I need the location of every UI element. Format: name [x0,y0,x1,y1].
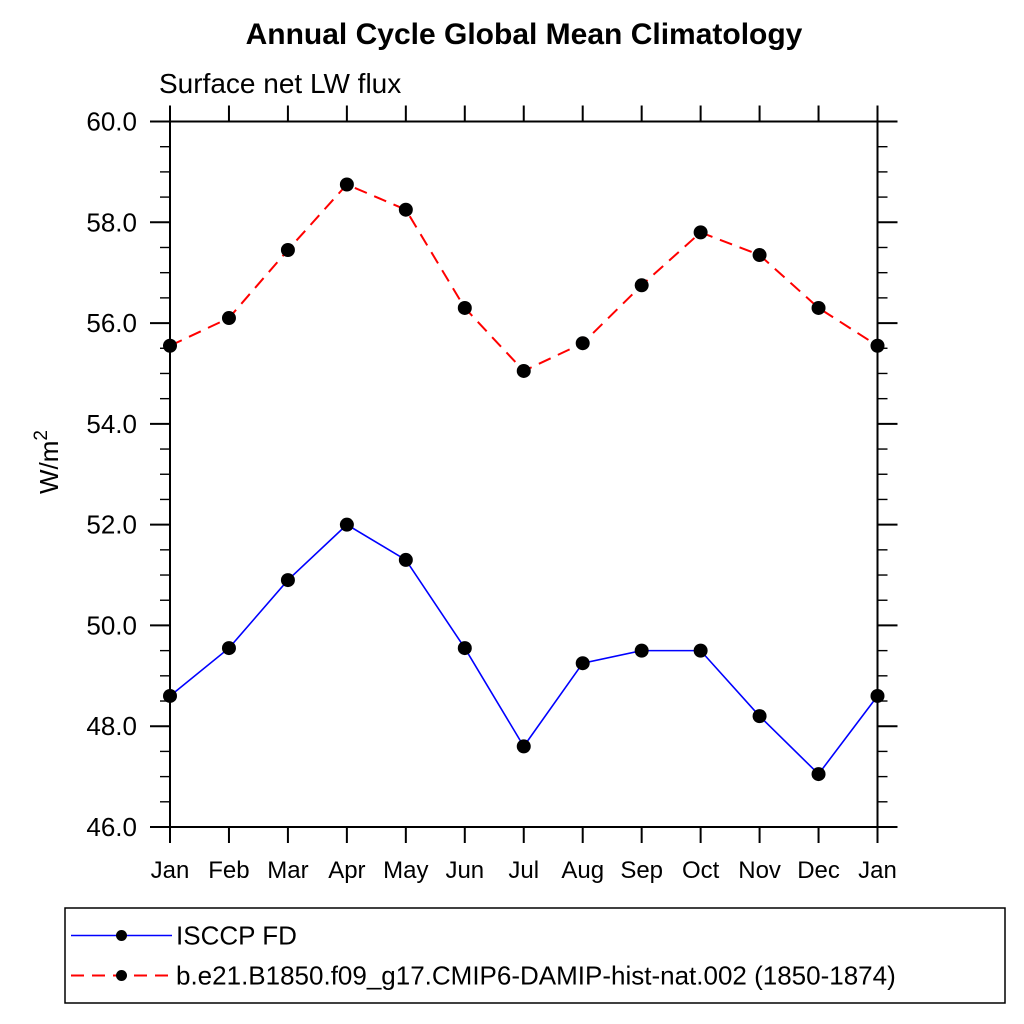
data-point [693,225,708,240]
y-tick-label: 58.0 [86,207,137,237]
data-point [811,300,826,315]
legend-marker-1 [116,970,127,981]
data-point [516,363,531,378]
series-line-1 [169,183,879,373]
data-point [280,573,295,588]
x-tick-label: Nov [738,857,781,884]
data-point [634,643,649,658]
data-point [163,688,177,703]
y-tick-label: 50.0 [86,610,137,640]
y-tick-label: 48.0 [86,711,137,741]
data-point [280,243,295,258]
data-point [398,552,413,567]
x-axis-ticks: Jan Feb Mar Apr May Jun Jul Aug Sep Oct Nov Dec Jan [151,105,897,884]
y-tick-label: 60.0 [86,107,137,137]
x-tick-label: May [383,857,428,884]
plot-border [169,120,879,828]
data-point [398,202,413,217]
data-point [221,311,236,326]
y-axis-ticks: 46.0 48.0 50.0 52.0 54.0 56.0 58.0 60.0 [86,107,898,842]
x-tick-label: Feb [208,857,249,884]
data-point [457,641,472,656]
data-point [870,338,885,353]
x-tick-label: Jan [858,857,897,884]
data-point [752,248,767,263]
x-tick-label: Dec [797,857,840,884]
x-tick-label: Mar [267,857,308,884]
y-tick-label: 46.0 [86,812,137,842]
y-tick-label: 56.0 [86,308,137,338]
chart-subtitle: Surface net LW flux [159,68,401,99]
x-tick-label: Jun [445,857,484,884]
data-point [221,641,236,656]
x-tick-label: Jul [508,857,539,884]
data-point [457,300,472,315]
data-point [575,656,590,671]
legend-box [64,907,1006,1004]
y-tick-label: 52.0 [86,510,137,540]
data-point [634,278,649,293]
legend-marker-0 [116,930,127,941]
legend-label-1: b.e21.B1850.f09_g17.CMIP6-DAMIP-hist-nat… [176,961,896,991]
x-tick-label: Sep [620,857,663,884]
data-point [811,767,826,782]
legend: ISCCP FD b.e21.B1850.f09_g17.CMIP6-DAMIP-… [64,907,1006,1004]
data-point [516,739,531,754]
series-line-0 [169,523,879,776]
x-tick-label: Jan [151,857,190,884]
plot-frame [169,120,879,828]
data-point [339,517,354,532]
data-point [870,688,885,703]
x-tick-label: Apr [328,857,365,884]
x-tick-label: Aug [561,857,604,884]
data-point [339,177,354,192]
y-axis-label: W/m2 [31,430,64,494]
data-point [752,709,767,724]
x-tick-label: Oct [682,857,720,884]
series-layer [163,177,885,782]
data-point [163,338,177,353]
y-tick-label: 54.0 [86,409,137,439]
chart-title: Annual Cycle Global Mean Climatology [246,18,803,51]
data-point [693,643,708,658]
data-point [575,336,590,351]
legend-label-0: ISCCP FD [176,921,297,951]
